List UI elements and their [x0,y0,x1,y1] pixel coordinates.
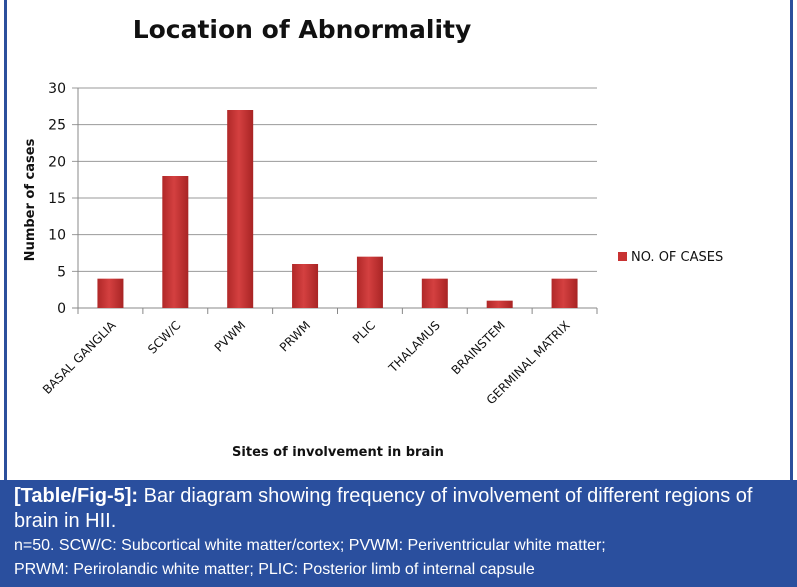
x-tick-label: PLIC [350,318,378,346]
bar [421,278,448,308]
x-tick-label: BASAL GANGLIA [40,318,119,397]
y-tick-label: 20 [48,154,66,170]
x-tick-label: SCW/C [145,318,183,356]
bar [162,176,189,308]
x-tick-label: THALAMUS [385,318,443,376]
bar [486,300,513,308]
x-tick-label: PRWM [277,318,313,354]
caption-label: [Table/Fig-5]: [14,485,139,507]
legend-label: NO. OF CASES [631,250,723,265]
y-axis-label: Number of cases [23,138,38,261]
chart-title: Location of Abnormality [133,15,472,44]
y-tick-label: 15 [48,191,66,207]
bar [292,264,319,308]
x-tick-label: BRAINSTEM [449,318,508,377]
y-tick-label: 0 [57,301,66,317]
bar-chart: Location of Abnormality Number of cases … [23,15,723,460]
x-axis-label: Sites of involvement in brain [232,445,444,460]
caption-note-2: PRWM: Perirolandic white matter; PLIC: P… [14,561,535,578]
y-tick-label: 5 [57,264,66,280]
y-tick-label: 10 [48,228,66,244]
caption-text: Bar diagram showing frequency of involve… [14,485,753,532]
bar [97,278,124,308]
legend-swatch [618,252,627,261]
caption-note-1: n=50. SCW/C: Subcortical white matter/co… [14,537,606,554]
y-tick-label: 25 [48,118,66,134]
y-tick-label: 30 [48,81,66,97]
figure-border [4,0,793,587]
bar [356,256,383,308]
bar [551,278,578,308]
bar [227,110,254,308]
x-tick-label: PVWM [212,318,249,355]
figure-caption: [Table/Fig-5]: Bar diagram showing frequ… [0,480,797,587]
